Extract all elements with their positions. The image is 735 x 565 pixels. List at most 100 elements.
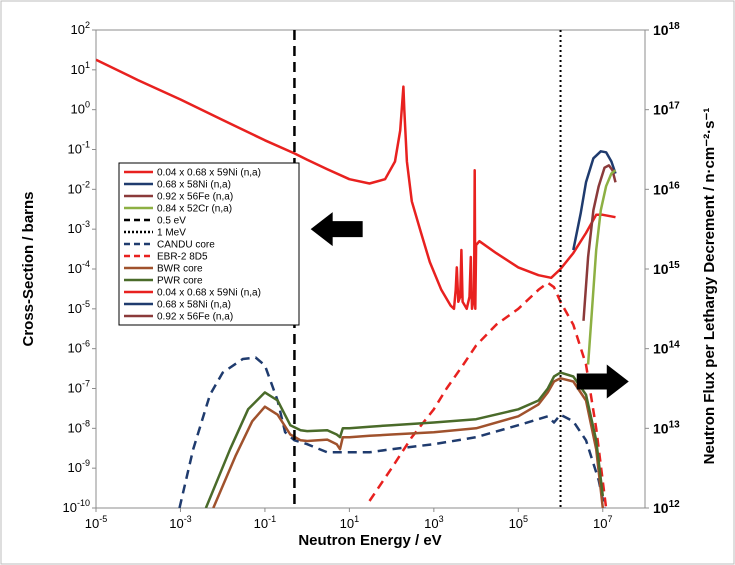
legend-label: PWR core (157, 276, 203, 287)
y-left-tick-label-exponent: -4 (82, 259, 90, 269)
y-right-tick-label-exponent: 13 (669, 419, 681, 430)
x-tick-label-base: 10 (169, 516, 183, 531)
annotation-layer (293, 30, 629, 508)
y-right-tick-label: 1017 (653, 101, 680, 118)
legend-label: BWR core (157, 264, 203, 275)
series-line-0-68-x-58ni-n-a (572, 150, 617, 251)
series-line-ebr-2-8d5 (368, 281, 608, 508)
y-right-tick-label: 1016 (653, 180, 680, 197)
y-left-tick-label: 10-7 (68, 379, 90, 396)
legend-label: 0.92 x 56Fe (n,a) (157, 312, 233, 323)
legend-label: 0.68 x 58Ni (n,a) (157, 300, 231, 311)
y-left-tick-label-base: 10 (68, 142, 82, 157)
y-left-tick-label-base: 10 (68, 181, 82, 196)
y-left-tick-label-base: 10 (71, 102, 85, 117)
legend-label: 0.68 x 58Ni (n,a) (157, 180, 231, 191)
y-left-tick-label-exponent: -6 (82, 339, 90, 349)
y-left-tick-label: 102 (71, 20, 90, 37)
legend: 0.04 x 0.68 x 59Ni (n,a)0.68 x 58Ni (n,a… (118, 162, 300, 326)
y-left-tick-label-base: 10 (68, 420, 82, 435)
y-left-tick-label: 10-8 (68, 418, 90, 435)
x-tick-label-base: 10 (509, 516, 523, 531)
y-right-tick-label-exponent: 12 (669, 499, 681, 510)
x-tick-label: 103 (424, 514, 443, 531)
y-right-tick-label-base: 10 (653, 22, 669, 38)
series-line-pwr-core (204, 371, 605, 508)
x-tick-label-exponent: 3 (439, 514, 444, 524)
y-left-tick-label-exponent: -5 (82, 299, 90, 309)
x-tick-label-base: 10 (340, 516, 354, 531)
x-tick-label: 10-1 (254, 514, 276, 531)
y-left-tick-label: 10-9 (68, 458, 90, 475)
y-right-tick-label-exponent: 16 (669, 180, 681, 191)
y-left-tick-label: 10-10 (63, 498, 90, 515)
y-left-tick-label-base: 10 (71, 62, 85, 77)
x-tick-label-exponent: 7 (607, 514, 612, 524)
y-right-tick-label-base: 10 (653, 102, 669, 118)
y-left-tick-label-base: 10 (63, 500, 77, 515)
arrow-left-icon (310, 212, 363, 247)
y-right-tick-label: 1018 (653, 21, 680, 38)
y-left-axis-title: Cross-Section / barns (20, 191, 37, 346)
y-left-tick-label-exponent: -9 (82, 458, 90, 468)
y-left-tick-label-exponent: 1 (85, 60, 90, 70)
y-right-tick-label-exponent: 14 (669, 340, 681, 351)
y-right-tick-label-base: 10 (653, 500, 669, 516)
y-right-tick-label: 1015 (653, 260, 680, 277)
y-right-axis-title: Neutron Flux per Lethargy Decrement / n·… (701, 108, 718, 465)
y-right-tick-label-exponent: 18 (669, 21, 681, 32)
x-tick-label: 107 (593, 514, 612, 531)
y-left-tick-label-exponent: -10 (77, 498, 90, 508)
x-tick-label-exponent: -5 (99, 514, 107, 524)
legend-label: CANDU core (157, 240, 215, 251)
y-left-tick-label-exponent: 0 (85, 100, 90, 110)
y-left-tick-label-exponent: 2 (85, 20, 90, 30)
y-left-tick-label-base: 10 (68, 381, 82, 396)
y-right-tick-label-exponent: 15 (669, 260, 681, 271)
legend-label: 0.92 x 56Fe (n,a) (157, 192, 233, 203)
y-right-tick-label: 1014 (653, 340, 680, 357)
y-left-tick-label: 10-5 (68, 299, 90, 316)
y-left-tick-label-base: 10 (68, 460, 82, 475)
series-line-0-92-x-56fe-n-a (582, 164, 617, 321)
y-right-tick-label-base: 10 (653, 420, 669, 436)
x-tick-label-base: 10 (593, 516, 607, 531)
x-tick-label-exponent: 1 (354, 514, 359, 524)
x-tick-label-base: 10 (85, 516, 99, 531)
x-tick-label-exponent: 5 (523, 514, 528, 524)
y-left-tick-label-base: 10 (68, 341, 82, 356)
series-line-0-84-x-52cr-n-a (586, 169, 617, 365)
legend-label: 0.5 eV (157, 216, 186, 227)
legend-label: 0.04 x 0.68 x 59Ni (n,a) (157, 288, 261, 299)
y-left-tick-label-base: 10 (68, 301, 82, 316)
y-right-tick-label-base: 10 (653, 181, 669, 197)
x-tick-label: 101 (340, 514, 359, 531)
series-line-bwr-core (212, 377, 605, 508)
x-tick-label-base: 10 (254, 516, 268, 531)
y-right-tick-label-base: 10 (653, 341, 669, 357)
y-left-tick-label-exponent: -3 (82, 219, 90, 229)
series-line-0-04-x-0-68-x-59ni-n-a (96, 58, 616, 311)
y-left-tick-label-exponent: -7 (82, 379, 90, 389)
y-left-tick-label: 101 (71, 60, 90, 77)
y-left-tick-label-exponent: -8 (82, 418, 90, 428)
y-left-tick-label-exponent: -1 (82, 140, 90, 150)
y-left-tick-label: 10-2 (68, 179, 90, 196)
legend-label: 0.04 x 0.68 x 59Ni (n,a) (157, 168, 261, 179)
x-tick-label-exponent: -3 (184, 514, 192, 524)
legend-label: 0.84 x 52Cr (n,a) (157, 204, 232, 215)
y-left-tick-label: 10-4 (68, 259, 90, 276)
legend-label: 1 MeV (157, 228, 186, 239)
x-tick-label: 10-5 (85, 514, 107, 531)
y-left-tick-label-exponent: -2 (82, 179, 90, 189)
axes-layer: 10-5 10-3 10-1 101 103 105 10710210110010-110-… (63, 20, 681, 531)
x-tick-label-base: 10 (424, 516, 438, 531)
y-left-tick-label: 10-6 (68, 339, 90, 356)
series-layer (96, 58, 617, 508)
series-line-candu-core (178, 356, 606, 508)
y-left-tick-label: 10-3 (68, 219, 90, 236)
y-left-tick-label: 100 (71, 100, 90, 117)
x-axis-title: Neutron Energy / eV (298, 532, 441, 549)
